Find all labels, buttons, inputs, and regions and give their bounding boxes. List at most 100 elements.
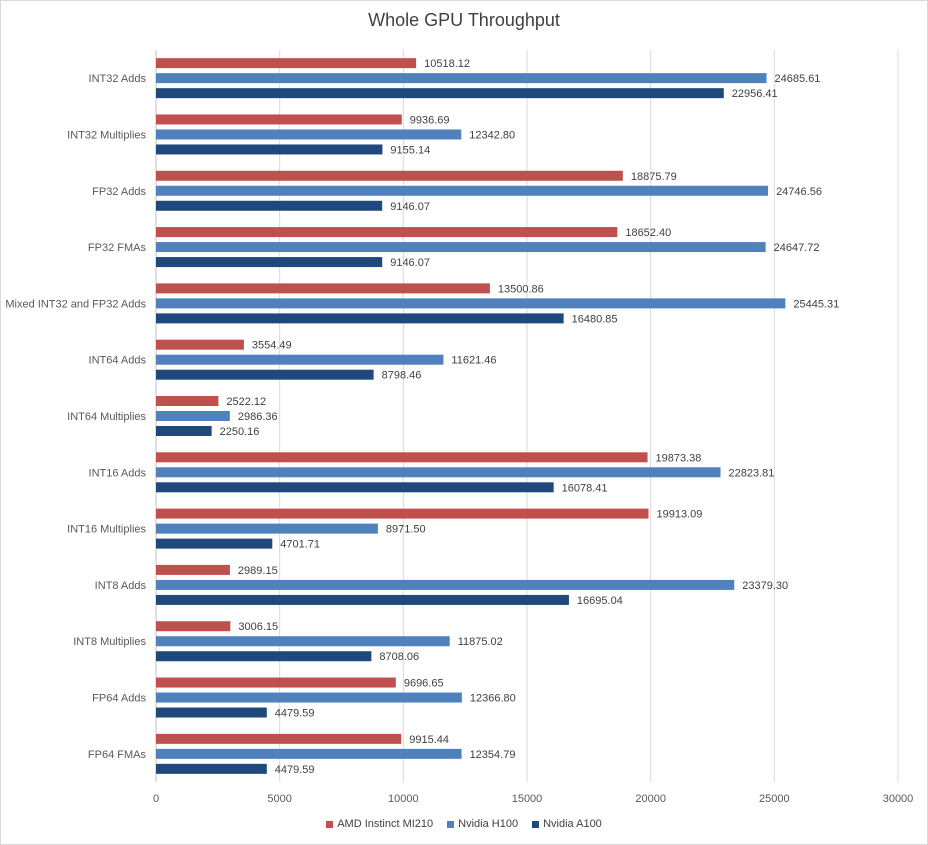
data-label: 8971.50	[386, 524, 426, 536]
category-label: FP32 FMAs	[88, 242, 147, 254]
data-label: 10518.12	[424, 58, 470, 70]
x-tick-label: 10000	[388, 793, 419, 805]
bar	[156, 313, 564, 324]
x-tick-label: 15000	[512, 793, 543, 805]
x-tick-label: 5000	[267, 793, 291, 805]
chart-legend: AMD Instinct MI210 Nvidia H100 Nvidia A100	[0, 818, 928, 830]
data-label: 11875.02	[458, 636, 503, 648]
bar	[156, 636, 450, 647]
chart-title: Whole GPU Throughput	[368, 10, 560, 30]
data-label: 11621.46	[451, 355, 496, 367]
x-tick-label: 0	[153, 793, 159, 805]
legend-label: Nvidia A100	[543, 818, 602, 830]
bar	[156, 748, 462, 759]
data-label: 8798.46	[382, 370, 422, 382]
bar	[156, 242, 766, 253]
data-label: 24685.61	[775, 73, 821, 85]
legend-swatch	[326, 820, 334, 828]
bar	[156, 88, 724, 99]
bar	[156, 564, 230, 575]
category-label: INT8 Multiplies	[73, 636, 146, 648]
bar	[156, 185, 769, 196]
category-label: INT8 Adds	[95, 580, 147, 592]
bar	[156, 579, 735, 590]
bar	[156, 227, 618, 238]
legend-label: Nvidia H100	[458, 818, 519, 830]
data-label: 19873.38	[656, 452, 702, 464]
data-label: 12342.80	[469, 129, 515, 141]
bar	[156, 369, 374, 380]
data-label: 24647.72	[774, 242, 820, 254]
data-label: 13500.86	[498, 283, 544, 295]
legend-label: AMD Instinct MI210	[337, 818, 434, 830]
category-label: INT64 Multiplies	[67, 411, 146, 423]
data-label: 3554.49	[252, 340, 292, 352]
bar	[156, 396, 219, 406]
data-label: 23379.30	[742, 580, 788, 592]
data-label: 12354.79	[470, 749, 516, 761]
category-label: FP64 FMAs	[88, 749, 147, 761]
data-label: 9155.14	[390, 144, 430, 156]
category-label: INT16 Adds	[89, 467, 147, 479]
data-label: 2250.16	[220, 426, 260, 438]
data-label: 9146.07	[390, 201, 430, 213]
bar	[156, 339, 244, 350]
bar	[156, 129, 462, 140]
data-label: 22823.81	[729, 467, 775, 479]
legend-swatch	[532, 820, 540, 828]
bar	[156, 651, 372, 662]
x-tick-label: 20000	[635, 793, 666, 805]
bar	[156, 508, 649, 519]
data-label: 2986.36	[238, 411, 278, 423]
bar	[156, 594, 569, 605]
data-label: 24746.56	[776, 186, 822, 198]
data-label: 2522.12	[226, 396, 266, 408]
category-label: INT32 Multiplies	[67, 129, 146, 141]
legend-item: Nvidia A100	[532, 818, 602, 830]
data-label: 22956.41	[732, 88, 778, 100]
legend-swatch	[447, 820, 455, 828]
data-label: 19913.09	[657, 509, 703, 521]
data-label: 16480.85	[572, 313, 618, 325]
data-label: 4479.59	[275, 708, 315, 720]
data-label: 18875.79	[631, 171, 677, 183]
bar	[156, 452, 648, 463]
data-label: 25445.31	[793, 298, 839, 310]
bar	[156, 482, 554, 493]
bar	[156, 73, 767, 84]
category-label: INT16 Multiplies	[67, 524, 146, 536]
data-label: 4479.59	[275, 764, 315, 776]
bar	[156, 144, 383, 155]
bar	[156, 411, 230, 421]
bar	[156, 257, 383, 268]
bar	[156, 707, 267, 718]
data-label: 16078.41	[562, 482, 608, 494]
bar	[156, 538, 273, 549]
x-tick-label: 30000	[883, 793, 914, 805]
bar	[156, 467, 721, 478]
bar	[156, 114, 402, 125]
bar	[156, 677, 396, 688]
data-label: 2989.15	[238, 565, 278, 577]
category-label: INT32 Adds	[89, 73, 147, 85]
data-label: 9696.65	[404, 678, 444, 690]
data-label: 4701.71	[280, 539, 320, 551]
data-label: 12366.80	[470, 693, 516, 705]
data-label: 18652.40	[625, 227, 671, 239]
data-label: 16695.04	[577, 595, 623, 607]
legend-item: AMD Instinct MI210	[326, 818, 433, 830]
bar	[156, 170, 623, 181]
category-label: FP32 Adds	[92, 186, 146, 198]
bar	[156, 426, 212, 436]
data-label: 9936.69	[410, 114, 450, 126]
category-label: Mixed INT32 and FP32 Adds	[5, 298, 146, 310]
data-label: 9146.07	[390, 257, 430, 269]
bar	[156, 200, 383, 211]
bar	[156, 58, 417, 69]
bar	[156, 298, 786, 309]
bar	[156, 763, 267, 774]
bar	[156, 621, 231, 632]
data-label: 8708.06	[379, 651, 419, 663]
bar	[156, 733, 402, 744]
